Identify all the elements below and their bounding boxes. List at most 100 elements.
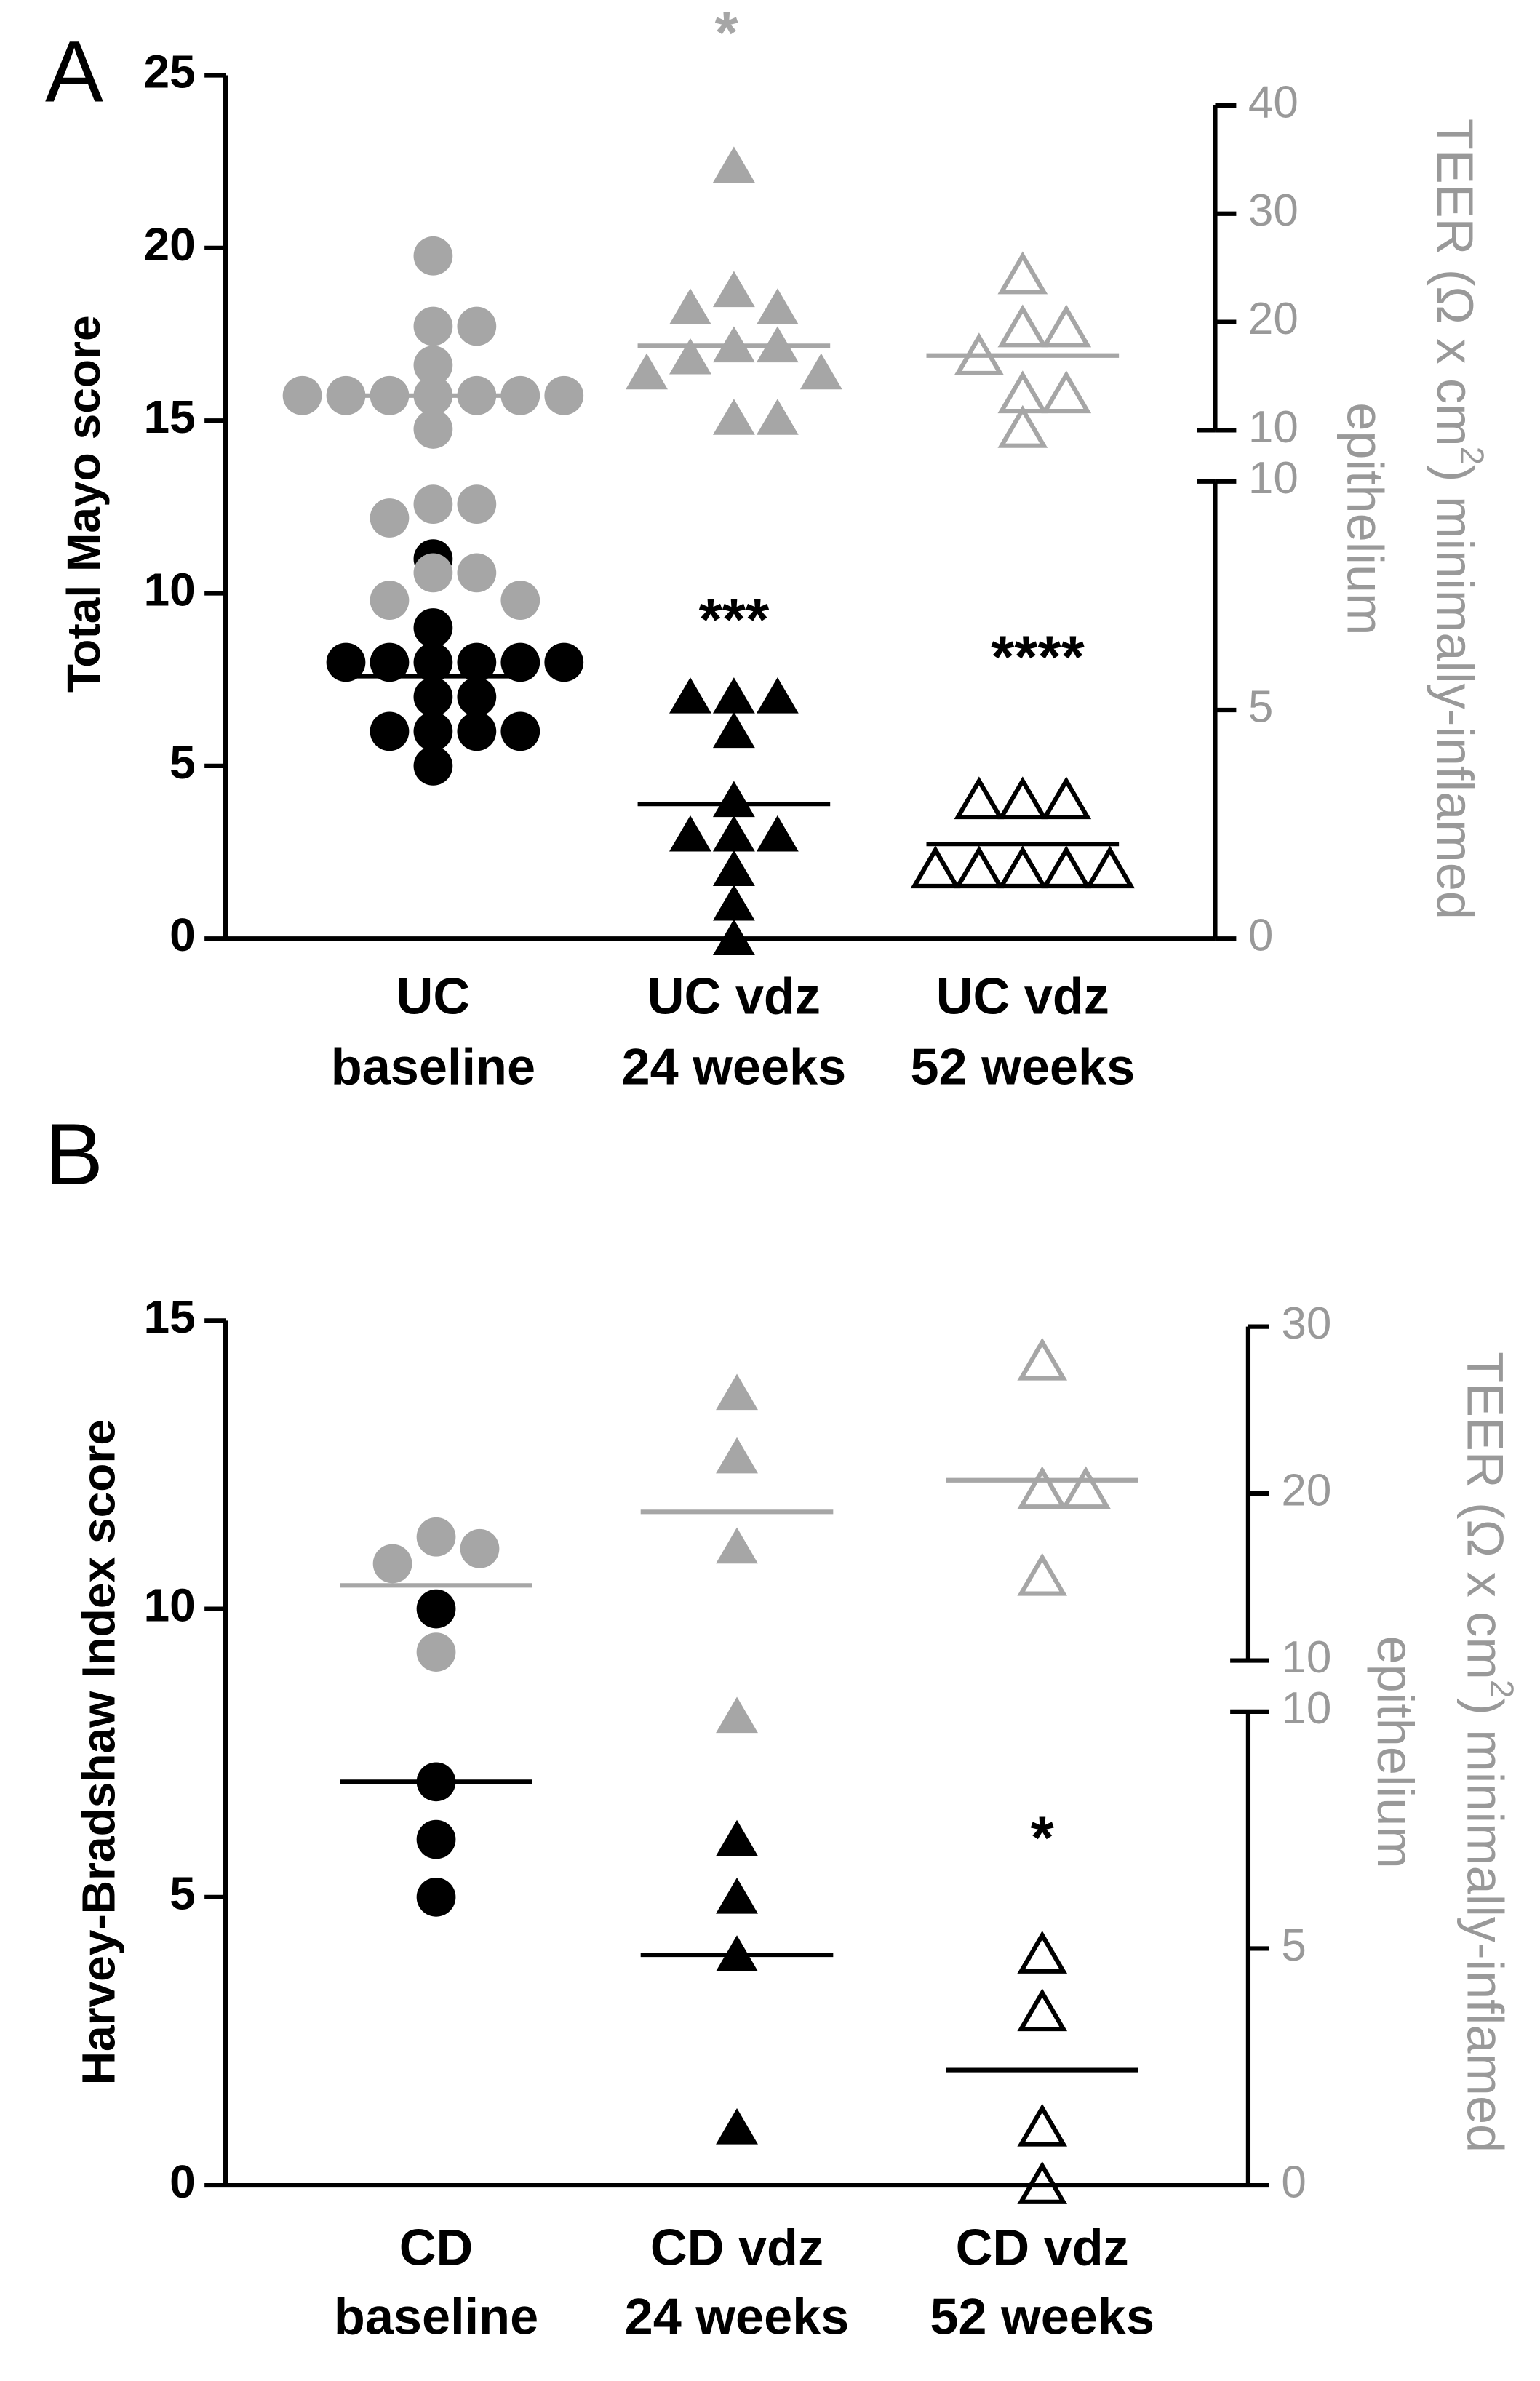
point [416, 1819, 456, 1859]
point [712, 919, 755, 955]
y-tick-label: 20 [143, 218, 195, 271]
x-tick-label: 52 weeks [910, 1038, 1135, 1096]
point [756, 815, 799, 852]
point [457, 553, 497, 593]
point [1085, 845, 1136, 889]
point [712, 146, 755, 183]
y2-tick-label: 40 [1248, 77, 1298, 127]
x-tick-label: 24 weeks [622, 1038, 847, 1096]
x-tick-label: 52 weeks [930, 2288, 1154, 2345]
y2-axis-label-line2: epithelium [1336, 402, 1394, 635]
y-tick-label: 5 [169, 736, 196, 789]
point [416, 1517, 456, 1557]
y2-tick-label: 30 [1248, 186, 1298, 236]
panel-letter: A [45, 23, 103, 120]
y2-label-sup: 2 [1453, 447, 1491, 465]
point [756, 677, 799, 714]
point [1017, 1552, 1068, 1596]
point [413, 346, 453, 386]
point [416, 1632, 456, 1672]
point [1041, 370, 1092, 414]
point [997, 304, 1048, 348]
point [457, 484, 497, 525]
y2-tick-label: 20 [1281, 1465, 1331, 1515]
point [716, 1877, 758, 1914]
point [716, 1437, 758, 1474]
point [413, 642, 453, 682]
point [1041, 776, 1092, 820]
point [413, 306, 453, 346]
point [669, 677, 711, 714]
point [1017, 1931, 1068, 1974]
point [282, 375, 322, 415]
point [954, 845, 1005, 889]
point [716, 1819, 758, 1856]
point [712, 781, 755, 818]
point [756, 399, 799, 435]
point [416, 1589, 456, 1629]
point [370, 711, 410, 751]
point [712, 711, 755, 749]
y2-tick-label: 30 [1281, 1299, 1331, 1349]
point [712, 815, 755, 852]
point [413, 484, 453, 525]
point [910, 845, 961, 889]
y-tick-label: 25 [143, 45, 195, 97]
point [669, 815, 711, 852]
point [500, 581, 540, 621]
point [1017, 1988, 1068, 2032]
x-tick-label: 24 weeks [625, 2288, 850, 2345]
y-tick-label: 10 [143, 563, 195, 615]
y-axis-label: Harvey-Bradshaw Index score [73, 1419, 125, 2085]
point [460, 1528, 500, 1568]
significance: **** [991, 623, 1085, 691]
x-tick-label: baseline [331, 1038, 535, 1096]
y2-axis-label: TEER (Ω x cm2) minimally-inflamed [1427, 119, 1490, 920]
point [457, 642, 497, 682]
x-tick-label: CD vdz [956, 2219, 1129, 2276]
point [370, 642, 410, 682]
point [1041, 304, 1092, 348]
point [500, 642, 540, 682]
y2-tick-label: 10 [1248, 402, 1298, 452]
point [997, 776, 1048, 820]
point [413, 553, 453, 593]
y2-label-part: ) minimally-inflamed [1457, 1698, 1515, 2153]
point [544, 375, 584, 415]
x-tick-label: UC [396, 968, 471, 1025]
y2-label-part: TEER (Ω x cm [1457, 1352, 1515, 1680]
point [1017, 2161, 1068, 2204]
x-tick-label: CD vdz [650, 2219, 823, 2276]
y-tick-label: 10 [143, 1579, 195, 1631]
y2-tick-label: 5 [1281, 1921, 1306, 1971]
y2-tick-label: 5 [1248, 682, 1274, 732]
x-tick-label: UC vdz [936, 968, 1109, 1025]
y2-tick-label: 0 [1248, 911, 1274, 961]
y2-axis-label: TEER (Ω x cm2) minimally-inflamed [1457, 1352, 1520, 2153]
significance: *** [699, 586, 770, 653]
point [413, 410, 453, 449]
point [370, 498, 410, 538]
point [1017, 2103, 1068, 2147]
point [712, 884, 755, 921]
point [712, 850, 755, 887]
point [1061, 1466, 1111, 1509]
x-tick-label: CD [399, 2219, 474, 2276]
point [413, 236, 453, 276]
point [954, 776, 1005, 820]
y-tick-label: 0 [169, 909, 196, 961]
y2-tick-label: 20 [1248, 294, 1298, 344]
point [413, 608, 453, 647]
y-tick-label: 15 [143, 391, 195, 443]
point [1041, 845, 1092, 889]
point [716, 1527, 758, 1564]
y-tick-label: 0 [169, 2155, 196, 2208]
point [997, 251, 1048, 295]
point [997, 404, 1048, 448]
y2-label-part: TEER (Ω x cm [1427, 119, 1484, 447]
point [669, 288, 711, 324]
point [457, 306, 497, 346]
point [756, 288, 799, 324]
panel-letter: B [45, 1106, 103, 1203]
